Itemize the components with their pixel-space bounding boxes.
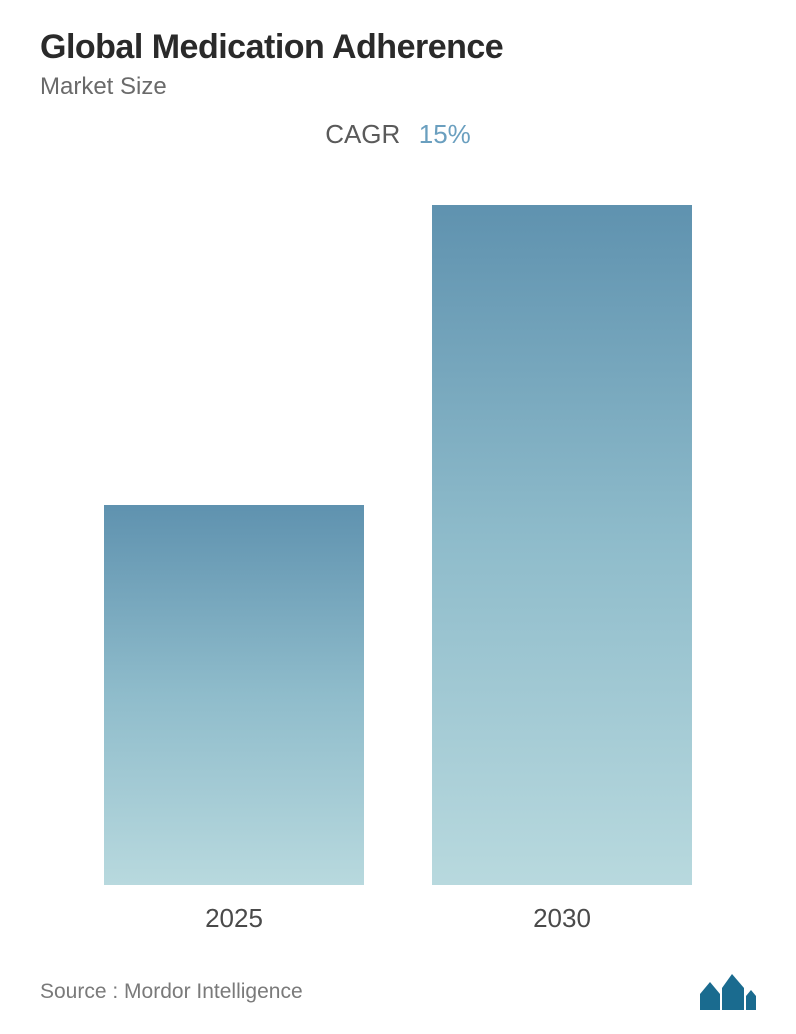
source-text: Source : Mordor Intelligence <box>40 980 303 1004</box>
cagr-label: CAGR <box>325 119 400 149</box>
bar-2030 <box>432 205 692 885</box>
bar-label-2030: 2030 <box>533 903 591 934</box>
bar-group-2025: 2025 <box>104 505 364 934</box>
chart-area: 2025 2030 <box>40 180 756 934</box>
logo-icon <box>700 974 756 1010</box>
brand-logo <box>700 974 756 1010</box>
bar-label-2025: 2025 <box>205 903 263 934</box>
page-title: Global Medication Adherence <box>40 28 756 67</box>
cagr-row: CAGR 15% <box>40 119 756 150</box>
bar-group-2030: 2030 <box>432 205 692 934</box>
footer: Source : Mordor Intelligence <box>40 954 756 1034</box>
chart-container: Global Medication Adherence Market Size … <box>0 0 796 1034</box>
bar-2025 <box>104 505 364 885</box>
page-subtitle: Market Size <box>40 73 756 101</box>
cagr-value: 15% <box>419 119 471 149</box>
